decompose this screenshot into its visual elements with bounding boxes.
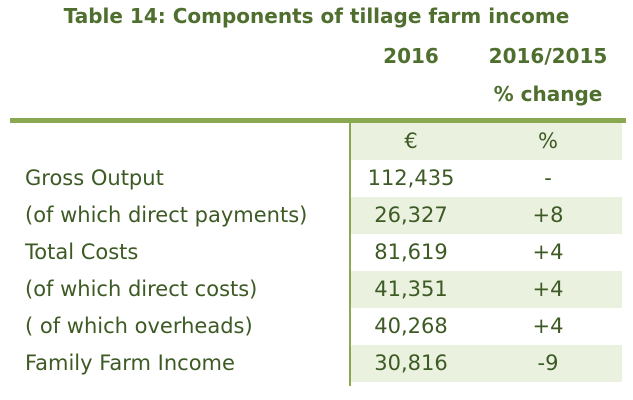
column-header-change: 2016/2015 xyxy=(488,44,608,68)
row-value: 40,268 xyxy=(374,314,448,338)
unit-percent: % xyxy=(538,129,558,153)
row-change: +4 xyxy=(532,240,564,264)
row-change: +8 xyxy=(532,203,564,227)
row-shading xyxy=(351,345,622,382)
column-header-2016: 2016 xyxy=(383,44,439,68)
units-row: € % xyxy=(0,123,633,160)
column-divider xyxy=(349,121,351,386)
table-row: Total Costs 81,619 +4 xyxy=(0,234,633,271)
table-row: Family Farm Income 30,816 -9 xyxy=(0,345,633,382)
row-value: 26,327 xyxy=(374,203,448,227)
unit-euro: € xyxy=(404,129,418,153)
row-label: (of which direct costs) xyxy=(25,277,258,301)
row-label: Total Costs xyxy=(25,240,139,264)
table-row: (of which direct costs) 41,351 +4 xyxy=(0,271,633,308)
table-row: (of which direct payments) 26,327 +8 xyxy=(0,197,633,234)
table-title: Table 14: Components of tillage farm inc… xyxy=(63,4,570,28)
row-value: 112,435 xyxy=(367,166,455,190)
row-label: Family Farm Income xyxy=(25,351,235,375)
row-shading xyxy=(351,123,622,160)
row-change: -9 xyxy=(537,351,559,375)
column-header-change-subtitle: % change xyxy=(493,82,603,106)
row-change: +4 xyxy=(532,314,564,338)
row-value: 81,619 xyxy=(374,240,448,264)
row-shading xyxy=(351,271,622,308)
row-value: 30,816 xyxy=(374,351,448,375)
row-shading xyxy=(351,197,622,234)
row-change: - xyxy=(544,166,552,190)
row-label: Gross Output xyxy=(25,166,164,190)
row-value: 41,351 xyxy=(374,277,448,301)
header-divider xyxy=(10,118,626,123)
table-row: ( of which overheads) 40,268 +4 xyxy=(0,308,633,345)
row-change: +4 xyxy=(532,277,564,301)
table-row: Gross Output 112,435 - xyxy=(0,160,633,197)
row-label: (of which direct payments) xyxy=(25,203,308,227)
row-label: ( of which overheads) xyxy=(25,314,253,338)
